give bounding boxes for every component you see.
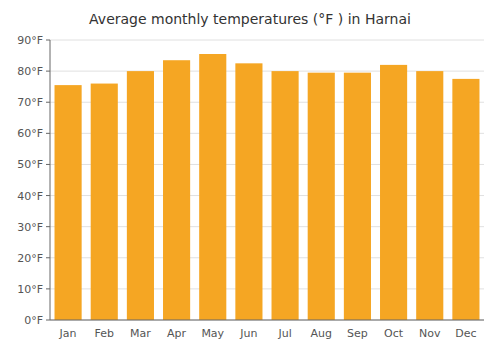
y-tick-label: 10°F bbox=[17, 283, 43, 296]
x-tick-label: May bbox=[201, 327, 224, 340]
bar bbox=[127, 71, 154, 320]
y-tick-label: 60°F bbox=[17, 127, 43, 140]
x-tick-label: Feb bbox=[95, 327, 114, 340]
y-axis-ticks: 0°F 10°F 20°F 30°F 40°F 50°F 60°F 70°F 80°F 90°F bbox=[17, 34, 50, 327]
x-tick-label: Jun bbox=[239, 327, 257, 340]
y-tick bbox=[46, 288, 50, 289]
grid bbox=[50, 40, 484, 320]
chart-container: Average monthly temperatures (°F ) in Ha… bbox=[0, 0, 500, 350]
y-tick bbox=[46, 164, 50, 165]
x-axis-line bbox=[50, 320, 484, 321]
grid-line bbox=[50, 40, 484, 41]
x-tick-label: Sep bbox=[347, 327, 368, 340]
x-axis-ticks: Jan Feb Mar Apr May Jun Jul Aug Sep Oct Nov Dec bbox=[59, 327, 477, 340]
y-tick bbox=[46, 320, 50, 321]
x-tick-label: Aug bbox=[311, 327, 332, 340]
bar bbox=[344, 73, 371, 320]
bar bbox=[308, 73, 335, 320]
y-tick bbox=[46, 102, 50, 103]
chart-svg: Average monthly temperatures (°F ) in Ha… bbox=[0, 0, 500, 350]
bar bbox=[416, 71, 443, 320]
x-tick-label: Nov bbox=[419, 327, 441, 340]
y-tick bbox=[46, 40, 50, 41]
x-tick-label: Jan bbox=[59, 327, 77, 340]
bar bbox=[163, 60, 190, 320]
title: Average monthly temperatures (°F ) in Ha… bbox=[89, 11, 411, 27]
bar bbox=[55, 85, 82, 320]
x-tick-label: Mar bbox=[130, 327, 151, 340]
bars bbox=[55, 54, 480, 320]
bar bbox=[272, 71, 299, 320]
bar bbox=[235, 63, 262, 320]
y-tick-label: 0°F bbox=[24, 314, 43, 327]
x-tick-label: Jul bbox=[277, 327, 291, 340]
bar bbox=[199, 54, 226, 320]
y-tick-label: 80°F bbox=[17, 65, 43, 78]
y-tick bbox=[46, 226, 50, 227]
x-tick-label: Dec bbox=[455, 327, 476, 340]
y-tick bbox=[46, 195, 50, 196]
y-tick bbox=[46, 71, 50, 72]
y-axis-line bbox=[50, 40, 51, 320]
grid-line bbox=[50, 320, 484, 321]
y-tick-label: 50°F bbox=[17, 158, 43, 171]
bar bbox=[380, 65, 407, 320]
y-tick-label: 20°F bbox=[17, 252, 43, 265]
x-tick-label: Oct bbox=[384, 327, 404, 340]
y-tick-label: 90°F bbox=[17, 34, 43, 47]
y-tick bbox=[46, 257, 50, 258]
bar bbox=[452, 79, 479, 320]
y-tick-label: 70°F bbox=[17, 96, 43, 109]
y-tick-label: 40°F bbox=[17, 190, 43, 203]
bar bbox=[91, 84, 118, 320]
y-tick-label: 30°F bbox=[17, 221, 43, 234]
x-tick-label: Apr bbox=[167, 327, 187, 340]
y-tick bbox=[46, 133, 50, 134]
